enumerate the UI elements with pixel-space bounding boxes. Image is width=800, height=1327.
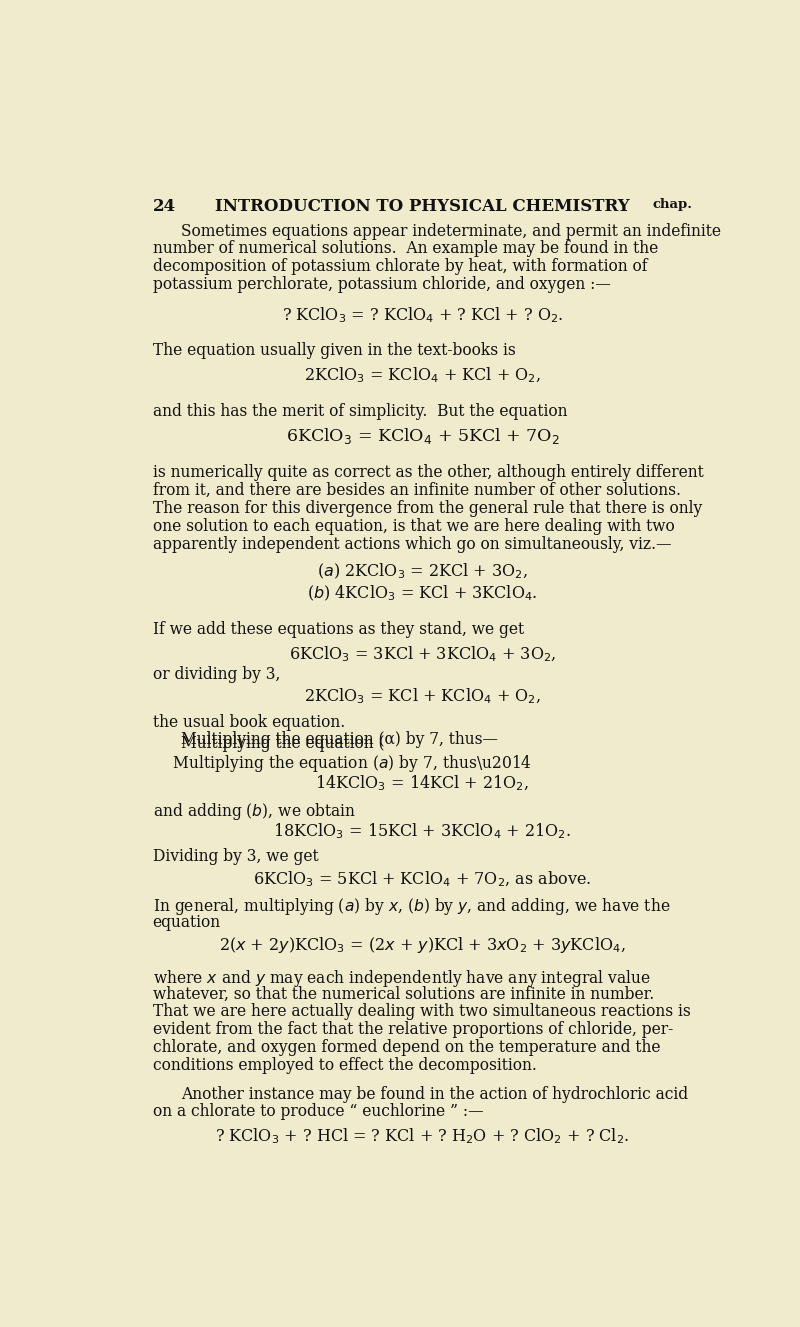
Text: and this has the merit of simplicity.  But the equation: and this has the merit of simplicity. Bu… xyxy=(153,403,567,421)
Text: Dividing by 3, we get: Dividing by 3, we get xyxy=(153,848,318,865)
Text: If we add these equations as they stand, we get: If we add these equations as they stand,… xyxy=(153,621,524,638)
Text: where $x$ and $y$ may each independently have any integral value: where $x$ and $y$ may each independently… xyxy=(153,967,650,989)
Text: In general, multiplying ($a$) by $x$, ($b$) by $y$, and adding, we have the: In general, multiplying ($a$) by $x$, ($… xyxy=(153,896,670,917)
Text: or dividing by 3,: or dividing by 3, xyxy=(153,666,280,682)
Text: ? KClO$_3$ + ? HCl = ? KCl + ? H$_2$O + ? ClO$_2$ + ? Cl$_2$.: ? KClO$_3$ + ? HCl = ? KCl + ? H$_2$O + … xyxy=(215,1127,630,1147)
Text: 6KClO$_3$ = 5KCl + KClO$_4$ + 7O$_2$, as above.: 6KClO$_3$ = 5KCl + KClO$_4$ + 7O$_2$, as… xyxy=(254,869,591,889)
Text: Sometimes equations appear indeterminate, and permit an indefinite: Sometimes equations appear indeterminate… xyxy=(181,223,721,240)
Text: Another instance may be found in the action of hydrochloric acid: Another instance may be found in the act… xyxy=(181,1085,688,1103)
Text: whatever, so that the numerical solutions are infinite in number.: whatever, so that the numerical solution… xyxy=(153,986,654,1002)
Text: 2KClO$_3$ = KClO$_4$ + KCl + O$_2$,: 2KClO$_3$ = KClO$_4$ + KCl + O$_2$, xyxy=(304,366,541,385)
Text: 14KClO$_3$ = 14KCl + 21O$_2$,: 14KClO$_3$ = 14KCl + 21O$_2$, xyxy=(315,774,530,794)
Text: Multiplying the equation (: Multiplying the equation ( xyxy=(181,735,384,751)
Text: and adding ($b$), we obtain: and adding ($b$), we obtain xyxy=(153,800,356,821)
Text: potassium perchlorate, potassium chloride, and oxygen :—: potassium perchlorate, potassium chlorid… xyxy=(153,276,610,293)
Text: ($b$) 4KClO$_3$ = KCl + 3KClO$_4$.: ($b$) 4KClO$_3$ = KCl + 3KClO$_4$. xyxy=(307,584,538,602)
Text: Multiplying the equation (α) by 7, thus—: Multiplying the equation (α) by 7, thus— xyxy=(181,731,498,748)
Text: ($a$) 2KClO$_3$ = 2KCl + 3O$_2$,: ($a$) 2KClO$_3$ = 2KCl + 3O$_2$, xyxy=(317,561,528,581)
Text: Multiplying the equation ($a$) by 7, thus\u2014: Multiplying the equation ($a$) by 7, thu… xyxy=(153,752,532,774)
Text: chlorate, and oxygen formed depend on the temperature and the: chlorate, and oxygen formed depend on th… xyxy=(153,1039,660,1056)
Text: decomposition of potassium chlorate by heat, with formation of: decomposition of potassium chlorate by h… xyxy=(153,259,647,276)
Text: conditions employed to effect the decomposition.: conditions employed to effect the decomp… xyxy=(153,1056,537,1074)
Text: number of numerical solutions.  An example may be found in the: number of numerical solutions. An exampl… xyxy=(153,240,658,257)
Text: equation: equation xyxy=(153,914,221,932)
Text: 24: 24 xyxy=(153,198,176,215)
Text: is numerically quite as correct as the other, although entirely different: is numerically quite as correct as the o… xyxy=(153,464,703,480)
Text: one solution to each equation, is that we are here dealing with two: one solution to each equation, is that w… xyxy=(153,518,674,535)
Text: The equation usually given in the text-books is: The equation usually given in the text-b… xyxy=(153,342,515,360)
Text: 6KClO$_3$ = 3KCl + 3KClO$_4$ + 3O$_2$,: 6KClO$_3$ = 3KCl + 3KClO$_4$ + 3O$_2$, xyxy=(289,644,556,664)
Text: chap.: chap. xyxy=(652,198,692,211)
Text: the usual book equation.: the usual book equation. xyxy=(153,714,345,731)
Text: 2KClO$_3$ = KCl + KClO$_4$ + O$_2$,: 2KClO$_3$ = KCl + KClO$_4$ + O$_2$, xyxy=(304,687,541,706)
Text: evident from the fact that the relative proportions of chloride, per-: evident from the fact that the relative … xyxy=(153,1022,673,1038)
Text: The reason for this divergence from the general rule that there is only: The reason for this divergence from the … xyxy=(153,500,702,516)
Text: 18KClO$_3$ = 15KCl + 3KClO$_4$ + 21O$_2$.: 18KClO$_3$ = 15KCl + 3KClO$_4$ + 21O$_2$… xyxy=(274,821,571,841)
Text: 2($x$ + 2$y$)KClO$_3$ = (2$x$ + $y$)KCl + 3$x$O$_2$ + 3$y$KClO$_4$,: 2($x$ + 2$y$)KClO$_3$ = (2$x$ + $y$)KCl … xyxy=(219,936,626,955)
Text: 6KClO$_3$ = KClO$_4$ + 5KCl + 7O$_2$: 6KClO$_3$ = KClO$_4$ + 5KCl + 7O$_2$ xyxy=(286,426,559,446)
Text: apparently independent actions which go on simultaneously, viz.—: apparently independent actions which go … xyxy=(153,536,671,552)
Text: INTRODUCTION TO PHYSICAL CHEMISTRY: INTRODUCTION TO PHYSICAL CHEMISTRY xyxy=(215,198,630,215)
Text: ? KClO$_3$ = ? KClO$_4$ + ? KCl + ? O$_2$.: ? KClO$_3$ = ? KClO$_4$ + ? KCl + ? O$_2… xyxy=(282,305,563,325)
Text: from it, and there are besides an infinite number of other solutions.: from it, and there are besides an infini… xyxy=(153,482,681,499)
Text: on a chlorate to produce “ euchlorine ” :—: on a chlorate to produce “ euchlorine ” … xyxy=(153,1104,483,1120)
Text: That we are here actually dealing with two simultaneous reactions is: That we are here actually dealing with t… xyxy=(153,1003,690,1020)
